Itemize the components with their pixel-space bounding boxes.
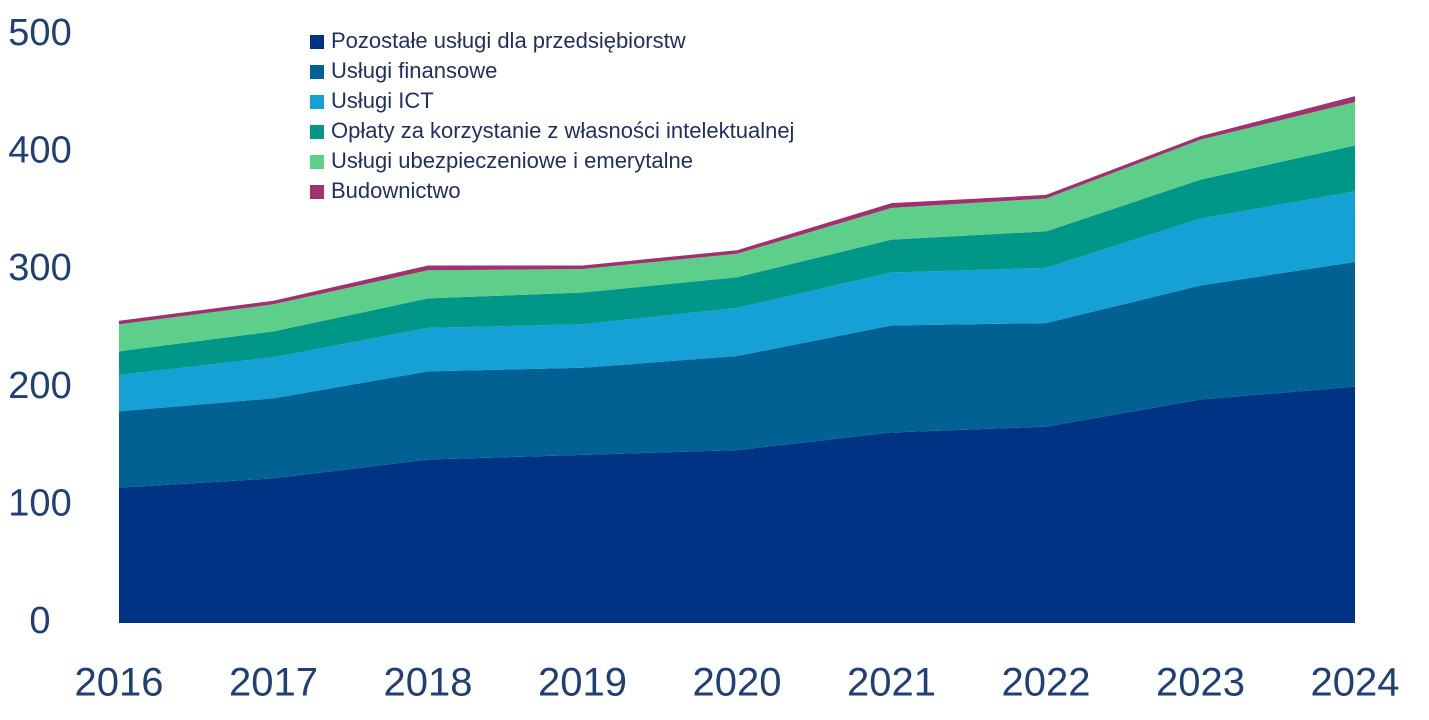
x-tick-label: 2024	[1311, 661, 1400, 705]
legend-swatch	[310, 155, 324, 169]
x-tick-label: 2023	[1156, 661, 1245, 705]
legend-label: Opłaty za korzystanie z własności intele…	[331, 118, 794, 143]
legend-label: Budownictwo	[331, 178, 461, 203]
x-tick-label: 2019	[538, 661, 627, 705]
y-tick-label: 0	[29, 600, 50, 642]
x-tick-label: 2017	[229, 661, 318, 705]
legend-swatch	[310, 185, 324, 199]
y-tick-label: 300	[8, 247, 71, 289]
x-tick-label: 2020	[693, 661, 782, 705]
legend-swatch	[310, 35, 324, 49]
area	[119, 386, 1355, 623]
area	[119, 191, 1355, 412]
x-tick-label: 2021	[847, 661, 936, 705]
area	[119, 96, 1355, 325]
area	[119, 261, 1355, 488]
area	[119, 102, 1355, 352]
legend-label: Pozostałe usługi dla przedsiębiorstw	[331, 28, 686, 53]
legend-label: Usługi ICT	[331, 88, 434, 113]
y-tick-label: 200	[8, 365, 71, 407]
y-tick-label: 400	[8, 130, 71, 172]
legend-label: Usługi finansowe	[331, 58, 497, 83]
legend-swatch	[310, 65, 324, 79]
x-tick-label: 2018	[384, 661, 473, 705]
legend-swatch	[310, 125, 324, 139]
legend-label: Usługi ubezpieczeniowe i emerytalne	[331, 148, 693, 173]
area	[119, 145, 1355, 375]
x-tick-label: 2022	[1002, 661, 1091, 705]
y-tick-label: 100	[8, 482, 71, 524]
x-tick-label: 2016	[75, 661, 164, 705]
y-tick-label: 500	[8, 12, 71, 54]
legend-swatch	[310, 95, 324, 109]
